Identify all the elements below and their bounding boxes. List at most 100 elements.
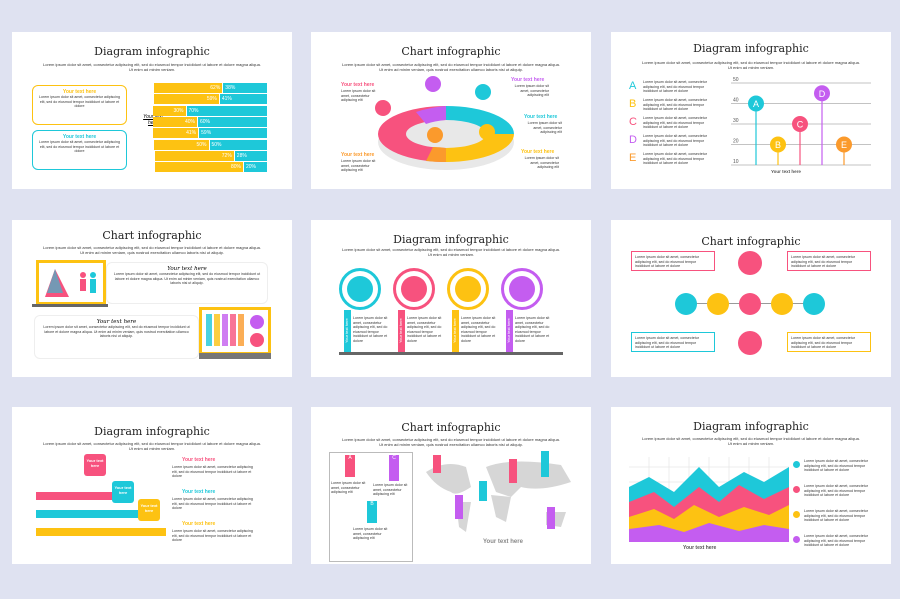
slide-1[interactable]: Diagram infographic Lorem ipsum dolor si… <box>12 32 292 189</box>
lollipop-point <box>836 136 852 153</box>
card-text: Lorem ipsum dolor sit amet, consectetur … <box>113 272 261 286</box>
base-line <box>339 352 563 355</box>
building-icon <box>675 293 697 315</box>
slide-title: Chart infographic <box>401 421 501 434</box>
slide-subtitle: Lorem ipsum dolor sit amet, consectetur … <box>342 62 560 72</box>
slide-4[interactable]: Chart infographic Lorem ipsum dolor sit … <box>12 220 292 377</box>
label: Your text here <box>182 457 216 463</box>
step-text: Lorem ipsum dolor sit amet, consectetur … <box>407 316 442 343</box>
slide-6[interactable]: Chart infographic Lorem ipsum dolor sit … <box>611 220 891 377</box>
legend-text: Lorem ipsum dolor sit amet, consectetur … <box>643 116 707 130</box>
card-text: Lorem ipsum dolor sit amet, consectetur … <box>43 325 190 339</box>
slide-subtitle: Lorem ipsum dolor sit amet, consectetur … <box>642 60 860 70</box>
y-tick-label: 10 <box>733 159 739 165</box>
text: Lorem ipsum dolor sit amet, consectetur … <box>331 481 366 495</box>
callout: Your text here <box>112 481 134 503</box>
text: Lorem ipsum dolor sit amet, consectetur … <box>172 529 253 543</box>
legend-text: Lorem ipsum dolor sit amet, consectetur … <box>804 484 868 498</box>
legend-letter: B <box>629 98 637 110</box>
slide-3[interactable]: Diagram infographic Lorem ipsum dolor si… <box>611 32 891 189</box>
map-bar <box>541 451 549 477</box>
step-icon <box>339 268 381 310</box>
legend-text: Lorem ipsum dolor sit amet, consectetur … <box>804 459 868 473</box>
bar-a: A <box>345 455 355 477</box>
legend-text: Lorem ipsum dolor sit amet, consectetur … <box>643 152 707 166</box>
box-text: Lorem ipsum dolor sit amet, consectetur … <box>39 140 120 154</box>
step-label: Your text here <box>452 310 459 352</box>
slide-9[interactable]: Diagram infographic Lorem ipsum dolor si… <box>611 407 891 564</box>
legend-text: Lorem ipsum dolor sit amet, consectetur … <box>804 534 868 548</box>
map-bar <box>479 481 487 501</box>
step-icon <box>501 268 543 310</box>
lollipop-point <box>770 136 786 153</box>
step-icon <box>447 268 489 310</box>
lollipop-chart: 50 40 30 20 10 A B C D E <box>731 77 871 166</box>
slide-title: Diagram infographic <box>693 42 809 55</box>
bar-segment-yellow: 40% <box>153 116 197 127</box>
text-card: Your text here Lorem ipsum dolor sit ame… <box>34 315 199 359</box>
bar-segment-cyan: 38% <box>223 83 267 93</box>
laptop-base <box>32 304 108 307</box>
bar-segment-yellow: 50% <box>153 139 209 150</box>
label: Your text here <box>524 114 558 120</box>
org-icon <box>739 293 761 315</box>
document-icon <box>771 293 793 315</box>
map-bar <box>455 495 463 519</box>
pencil-pink <box>36 492 116 500</box>
monitor-stand <box>199 353 271 359</box>
label: Your text here <box>341 152 375 158</box>
text: Lorem ipsum dolor sit amet, consectetur … <box>373 483 408 497</box>
ring-chart <box>378 106 514 170</box>
slide-2[interactable]: Chart infographic Lorem ipsum dolor sit … <box>311 32 591 189</box>
point-label: D <box>819 89 826 99</box>
text-box: Your text here Lorem ipsum dolor sit ame… <box>32 130 127 170</box>
chart-caption: Your text here <box>683 545 717 551</box>
map-caption: Your text here <box>483 539 523 545</box>
text: Lorem ipsum dolor sit amet, consectetur … <box>341 159 376 173</box>
map-bar <box>509 459 517 483</box>
step-text: Lorem ipsum dolor sit amet, consectetur … <box>461 316 496 343</box>
lollipop-point <box>814 85 830 102</box>
slide-7[interactable]: Diagram infographic Lorem ipsum dolor si… <box>12 407 292 564</box>
bar-segment-cyan: 50% <box>209 139 267 150</box>
text-box: Lorem ipsum dolor sit amet, consectetur … <box>631 332 715 352</box>
point-label: B <box>775 140 781 150</box>
card-heading: Your text here <box>96 319 137 325</box>
point-label: E <box>841 140 847 150</box>
slide-5[interactable]: Diagram infographic Lorem ipsum dolor si… <box>311 220 591 377</box>
slide-title: Diagram infographic <box>393 233 509 246</box>
callout: Your text here <box>138 499 160 521</box>
monitor-icon <box>199 307 271 355</box>
slide-subtitle: Lorem ipsum dolor sit amet, consectetur … <box>43 62 261 72</box>
map-bar <box>433 455 441 473</box>
legend-letter: A <box>629 80 637 92</box>
slide-subtitle: Lorem ipsum dolor sit amet, consectetur … <box>43 245 261 255</box>
shop-pin-icon <box>479 124 495 140</box>
step-text: Lorem ipsum dolor sit amet, consectetur … <box>515 316 550 343</box>
bar-segment-cyan: 70% <box>186 105 267 116</box>
slide-title: Diagram infographic <box>94 425 210 438</box>
bar-segment-cyan: 20% <box>244 162 267 173</box>
clock-icon <box>803 293 825 315</box>
pencil-yellow <box>36 528 166 536</box>
slide-title: Chart infographic <box>401 45 501 58</box>
card-heading: Your text here <box>167 266 207 272</box>
y-tick-label: 20 <box>733 139 739 145</box>
legend-letter: C <box>629 116 637 128</box>
bar-segment-yellow: 80% <box>155 162 243 173</box>
slide-8[interactable]: Chart infographic Lorem ipsum dolor sit … <box>311 407 591 564</box>
calendar-icon <box>707 293 729 315</box>
text-box: Lorem ipsum dolor sit amet, consectetur … <box>631 251 715 271</box>
step-text: Lorem ipsum dolor sit amet, consectetur … <box>353 316 388 343</box>
label: Your text here <box>341 82 375 88</box>
text: Lorem ipsum dolor sit amet, consectetur … <box>172 465 253 479</box>
legend-dot <box>793 486 800 493</box>
legend-panel <box>329 452 413 562</box>
label: Your text here <box>511 77 545 83</box>
bar-segment-yellow: 59% <box>153 94 219 105</box>
text: Lorem ipsum dolor sit amet, consectetur … <box>172 497 253 511</box>
slide-title: Diagram infographic <box>94 45 210 58</box>
bar-segment-yellow: 72% <box>154 150 234 161</box>
step-label: Your text here <box>398 310 405 352</box>
slide-title: Chart infographic <box>701 235 801 248</box>
